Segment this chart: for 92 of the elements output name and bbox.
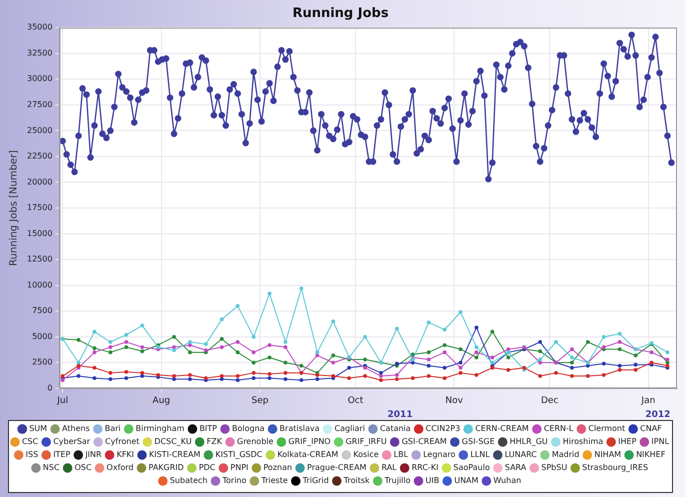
legend-label: Catania [380,424,411,434]
y-tick-label: 22500 [26,152,52,161]
legend-label: Hiroshima [562,437,604,446]
legend-label: Torino [221,476,246,486]
y-tick-label: 20000 [26,177,52,186]
x-tick-label: Dec [540,396,558,406]
legend-label: Cagliari [334,424,365,434]
legend-label: NSC [42,463,60,472]
legend-label: Bologna [232,424,265,434]
legend-label: CCIN2P3 [426,424,460,434]
legend-label: Poznan [263,463,292,472]
legend-label: Birmingham [136,424,185,434]
legend-label: Bratislava [280,424,320,434]
x-tick-label: Sep [252,396,269,406]
legend-label: SaoPaulo [453,463,490,472]
x2-tick-label: 2012 [645,410,670,420]
x-tick-label: Jan [640,396,656,406]
legend-label: LBL [394,450,409,460]
legend-label: CyberSar [53,437,91,446]
legend-label: CERN-L [544,424,574,434]
y-tick-label: 2500 [32,358,52,367]
legend-label: CSC [22,437,39,446]
legend-label: GRIF_IRFU [346,437,387,446]
x-tick-label: Jul [56,396,68,406]
legend-label: Prague-CREAM [307,463,367,472]
legend-label: FZK [206,437,223,446]
legend-label: SARA [504,463,527,472]
legend-label: BITP [199,424,218,434]
legend-label: HHLR_GU [510,437,548,446]
legend-label: Clermont [588,424,626,434]
legend-label: Bari [104,424,121,434]
y-tick-label: 12500 [26,254,52,264]
y-tick-label: 27500 [26,100,52,109]
legend-label: ITEP [53,450,70,460]
legend-label: LLNL [470,450,490,460]
legend-label: KISTI-CREAM [149,450,201,460]
y-tick-label: 15000 [26,228,52,238]
legend-label: Kolkata-CREAM [277,450,338,460]
legend-label: PAKGRID [148,463,184,472]
legend-label: DCSC_KU [154,437,192,446]
y-axis-title: Running Jobs [Number] [8,150,20,266]
legend-label: NIKHEF [636,450,666,460]
legend-label: OSC [74,463,92,472]
legend-label: Athens [62,424,90,434]
y-tick-label: 5000 [32,332,52,341]
y-tick-label: 25000 [26,126,52,135]
legend-label: Subatech [170,476,208,486]
x-tick-label: Aug [152,396,170,406]
legend-label: Legnaro [423,450,456,460]
legend-label: JINR [84,450,102,460]
legend-label: Kosice [353,450,379,460]
legend-label: GRIF_IPNO [288,437,331,446]
x-tick-label: Nov [445,396,464,406]
y-tick-label: 32500 [26,48,52,58]
legend-label: Trieste [260,476,288,486]
y-tick-label: 30000 [26,74,52,84]
legend-label: CERN-CREAM [475,424,529,434]
legend-label: ISS [26,450,38,460]
legend-label: Troitsk [342,476,370,486]
y-tick-label: 10000 [26,280,52,290]
legend-label: Strasbourg_IRES [582,463,648,472]
y-tick-label: 7500 [32,306,52,316]
legend-label: SPbSU [541,463,568,472]
legend-label: UNAM [454,476,479,486]
legend-label: IPNL [651,437,670,446]
legend-label: KISTI_GSDC [215,450,263,460]
legend-label: NIHAM [594,450,622,460]
x-tick-label: Oct [348,396,364,406]
legend-label: IHEP [618,437,637,446]
legend-label: KFKI [116,450,134,460]
legend-label: PNPI [230,463,248,472]
legend-label: SUM [29,424,48,434]
legend-label: Wuhan [493,476,522,486]
legend-label: Cyfronet [105,437,140,446]
y-tick-label: 17500 [26,203,52,212]
legend-label: PDC [198,463,216,472]
legend-label: UIB [426,476,440,486]
y-tick-label: 35000 [26,22,52,32]
chart-title: Running Jobs [292,6,389,22]
legend-label: Madrid [552,450,580,460]
legend-label: Grenoble [236,437,274,446]
legend-label: RAL [381,463,398,472]
legend-label: LUNARC [504,450,538,460]
legend-label: CNAF [640,424,662,434]
legend-label: TriGrid [302,476,329,486]
legend-label: Trujillo [384,476,411,486]
legend-label: GSI-CREAM [402,437,447,446]
x2-tick-label: 2011 [388,410,413,420]
y-tick-label: 0 [47,383,52,392]
legend-label: GSI-SGE [462,437,495,446]
legend-label: Oxford [106,463,134,472]
legend-label: RRC-KI [412,463,438,472]
